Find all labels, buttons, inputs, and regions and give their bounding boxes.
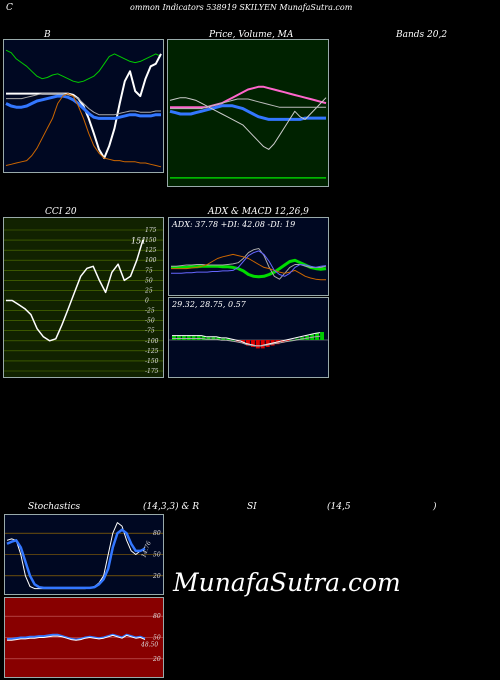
cci-tick-label: 0	[145, 298, 149, 305]
macd-bar	[221, 338, 226, 340]
macd-bar	[265, 340, 270, 347]
rsi-series-1	[7, 634, 146, 641]
macd-bar	[211, 337, 216, 340]
cci-series-0	[6, 239, 144, 342]
macd-bar	[191, 335, 196, 340]
stochastics-chart: 80 50 20 14.76	[5, 522, 163, 590]
rsi-last-value: 48.50	[140, 642, 158, 649]
stoch-label-close: )	[433, 502, 437, 512]
stoch-tick-label: 80	[153, 530, 161, 537]
macd-bar	[295, 338, 300, 340]
rsi-tick-label: 80	[153, 613, 161, 620]
cci-tick-label: 75	[145, 267, 153, 274]
bollinger-series-0	[5, 49, 162, 83]
macd-bar	[280, 340, 285, 343]
stochastics-series-1	[6, 528, 146, 590]
bollinger-label-mid: Price, Volume, MA	[209, 30, 294, 40]
price-ma-series-3	[170, 98, 326, 110]
rsi-chart: 80 50 20 48.50	[5, 613, 163, 663]
price-ma-series-0	[170, 85, 327, 109]
cci-tick-label: -175	[145, 368, 159, 375]
rsi-series-0	[7, 633, 146, 641]
adx-readout: ADX: 37.78 +DI: 42.08 -DI: 19	[172, 220, 296, 229]
cci-last-value: 151	[131, 237, 146, 246]
cci-panel: 175 150 125 100 75 50 25 0 -25 -50 -75 -100 -125 -150…	[3, 217, 164, 378]
cci-tick-label: 100	[145, 257, 157, 264]
cci-tick-label: 150	[145, 237, 157, 244]
bollinger-panel	[3, 39, 164, 173]
adx-series-3	[171, 250, 327, 277]
cci-tick-label: -125	[145, 348, 159, 355]
rsi-tick-label: 50	[153, 635, 161, 642]
watermark: MunafaSutra.com	[173, 568, 401, 597]
bollinger-label-right: Bands 20,2	[396, 30, 448, 40]
bollinger-series-1	[6, 53, 162, 160]
cci-tick-label: 175	[145, 227, 157, 234]
macd-bar	[216, 337, 221, 340]
adx-series-2	[171, 253, 326, 281]
cci-tick-label: -100	[145, 338, 159, 345]
price-ma-series-2	[169, 97, 327, 150]
macd-bar	[255, 340, 260, 349]
macd-readout: 29.32, 28.75, 0.57	[172, 300, 246, 309]
macd-bar	[260, 340, 265, 349]
macd-bar	[172, 335, 176, 340]
macd-bar	[246, 340, 250, 346]
macd-bar	[226, 338, 231, 340]
price-ma-chart	[169, 85, 327, 179]
cci-label: CCI 20	[45, 207, 77, 217]
bollinger-label-left: B	[44, 30, 51, 40]
macd-bar	[181, 335, 186, 340]
cci-tick-label: 25	[144, 287, 153, 294]
macd-bar	[241, 340, 245, 343]
macd-bar	[285, 340, 290, 342]
header-c: C	[6, 3, 13, 13]
macd-bar	[201, 335, 206, 340]
stoch-label-params: (14,5	[327, 502, 351, 512]
macd-bar	[196, 335, 201, 340]
cci-tick-label: -50	[145, 318, 155, 325]
price-ma-series-1	[169, 104, 326, 121]
cci-tick-label: -150	[145, 358, 159, 365]
stochastics-panel: 80 50 20 14.76	[4, 514, 164, 595]
macd-bar	[186, 335, 191, 340]
stoch-last-value: 14.76	[140, 540, 153, 559]
bollinger-series-3	[6, 93, 161, 116]
stoch-label-si: SI	[247, 502, 257, 512]
rsi-tick-label: 20	[152, 656, 161, 663]
cci-tick-label: -75	[145, 328, 155, 335]
macd-bar	[251, 340, 255, 347]
macd-bar	[320, 332, 324, 340]
adx-panel: ADX: 37.78 +DI: 42.08 -DI: 19	[168, 217, 329, 296]
stoch-tick-label: 20	[152, 573, 161, 580]
stoch-tick-label: 50	[153, 552, 161, 559]
macd-chart	[169, 332, 328, 349]
cci-tick-label: -25	[145, 308, 155, 315]
page-title: ommon Indicators 538919 SKILYEN MunafaSu…	[130, 3, 353, 12]
cci-chart: 175 150 125 100 75 50 25 0 -25 -50 -75 -100 -125 -150…	[4, 227, 163, 375]
bollinger-series-2	[5, 94, 161, 120]
macd-bar	[206, 337, 211, 340]
macd-panel: 29.32, 28.75, 0.57	[168, 297, 329, 378]
price-ma-panel	[167, 39, 329, 187]
bollinger-series-4	[5, 93, 162, 168]
cci-tick-label: 50	[145, 277, 153, 284]
macd-signal-line	[172, 335, 321, 347]
rsi-panel: 80 50 20 48.50	[4, 597, 164, 678]
adx-series-0	[171, 258, 327, 279]
adx-chart	[171, 248, 327, 281]
macd-bar	[176, 335, 181, 340]
macd-bar	[231, 340, 236, 341]
macd-line	[172, 332, 321, 347]
stoch-label-mid: (14,3,3) & R	[143, 502, 200, 512]
cci-tick-label: 125	[145, 247, 157, 254]
bollinger-chart	[5, 49, 162, 168]
stoch-label-left: Stochastics	[28, 502, 81, 512]
adx-label: ADX & MACD 12,26,9	[208, 207, 309, 217]
